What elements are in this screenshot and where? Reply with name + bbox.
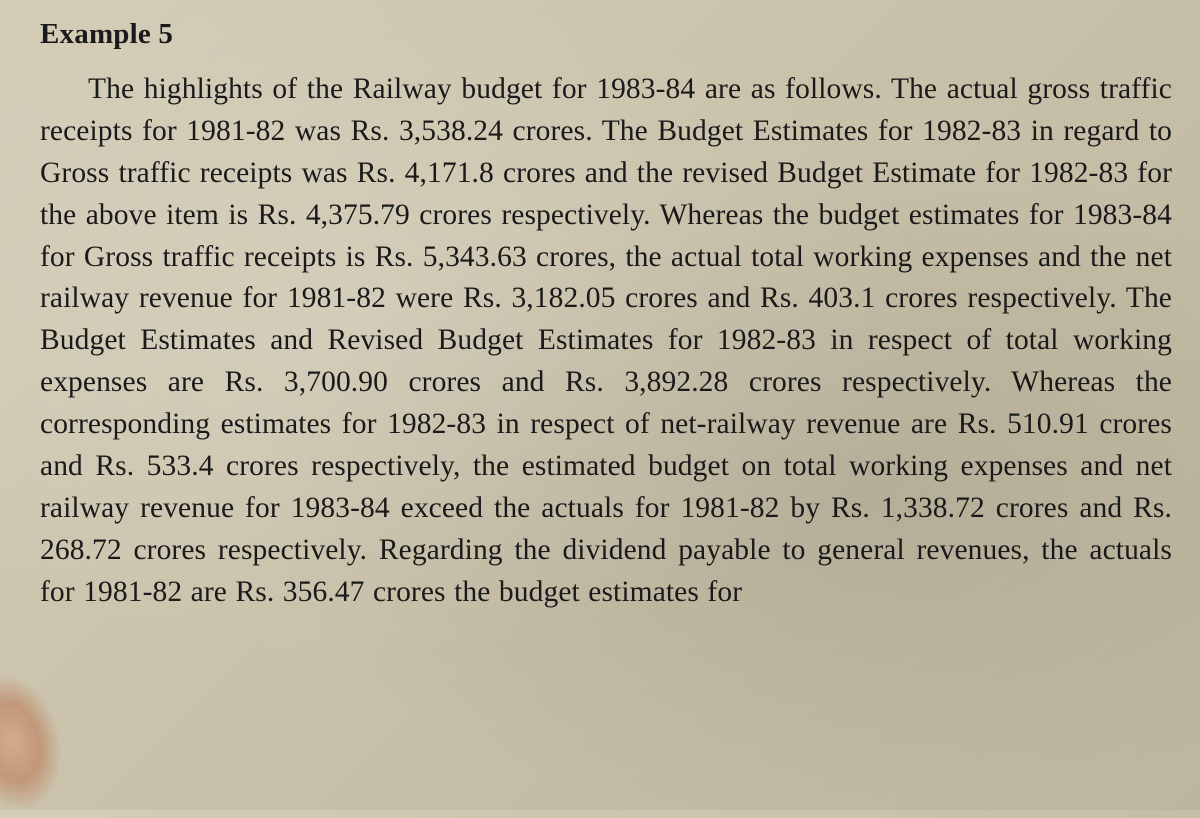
body-paragraph: The highlights of the Railway budget for… bbox=[40, 69, 1172, 613]
document-page: Example 5 The highlights of the Railway … bbox=[40, 18, 1172, 613]
thumb-shadow bbox=[0, 662, 77, 818]
example-heading: Example 5 bbox=[40, 18, 1172, 51]
